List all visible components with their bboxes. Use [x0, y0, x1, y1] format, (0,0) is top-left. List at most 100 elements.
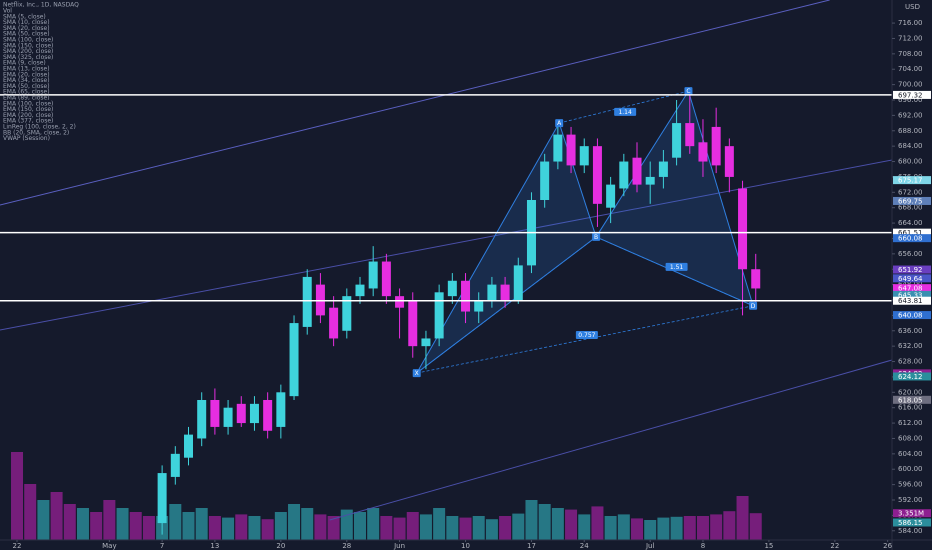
volume-bar — [419, 514, 432, 540]
volume-bar — [195, 508, 208, 540]
legend-entry: EMA (65, close) — [3, 89, 50, 96]
legend-entry: BB (20, SMA, close, 2) — [3, 129, 69, 136]
candle-body — [184, 434, 194, 458]
legend-entry: EMA (50, close) — [3, 83, 50, 90]
candle-body — [355, 284, 365, 297]
price-label-box — [893, 90, 931, 99]
volume-bar — [710, 514, 723, 540]
price-label-box — [893, 176, 931, 185]
legend-entry: EMA (13, close) — [3, 66, 50, 73]
price-label-box — [893, 274, 931, 283]
volume-bar — [393, 517, 406, 540]
x-tick-label: 13 — [210, 542, 219, 550]
volume-label-box — [893, 509, 931, 518]
volume-bar — [499, 516, 512, 540]
y-tick-label: 612.00 — [898, 419, 923, 427]
legend-entry: EMA (200, close) — [3, 112, 53, 119]
volume-bar — [182, 512, 195, 540]
volume-bar — [446, 516, 459, 540]
pattern-point-box — [684, 87, 693, 96]
trend-line — [0, 159, 892, 331]
pattern-point-box — [592, 232, 601, 241]
y-tick-label: 604.00 — [898, 450, 923, 458]
price-label: 645.33 — [898, 291, 923, 299]
trend-line — [329, 359, 892, 521]
price-label-box — [893, 228, 931, 237]
trend-line — [0, 0, 830, 206]
pattern-ratio-label: 1.14 — [618, 109, 632, 116]
x-tick-label: Jun — [393, 542, 405, 550]
x-tick-label: 26 — [883, 542, 892, 550]
y-tick-label: 672.00 — [898, 188, 923, 196]
candle-body — [408, 300, 418, 347]
volume-bar — [340, 509, 353, 540]
x-tick-label: May — [102, 542, 116, 550]
price-label: 618.05 — [898, 396, 923, 404]
candle-body — [223, 407, 233, 427]
candle-body — [513, 265, 523, 300]
y-tick-label: 608.00 — [898, 434, 923, 442]
legend-entry: EMA (20, close) — [3, 71, 50, 78]
pattern-point-label: B — [594, 234, 598, 241]
price-label: 647.08 — [898, 285, 923, 293]
price-label: 669.75 — [898, 197, 923, 205]
candle-body — [170, 453, 180, 477]
y-tick-label: 632.00 — [898, 342, 923, 350]
candle-body — [236, 403, 246, 424]
candle-body — [751, 269, 761, 289]
candle-body — [632, 157, 642, 185]
candle-body — [263, 400, 273, 431]
volume-bar — [63, 504, 76, 540]
y-tick-label: 700.00 — [898, 81, 923, 89]
y-tick-label: 688.00 — [898, 127, 923, 135]
candle-body — [197, 400, 207, 439]
volume-label: 3.351M — [898, 510, 924, 518]
candle-body — [381, 261, 391, 297]
y-tick-label: 596.00 — [898, 481, 923, 489]
volume-bar — [696, 516, 709, 540]
pattern-point-label: A — [557, 120, 562, 127]
price-label: 624.12 — [898, 373, 923, 381]
price-label-box — [893, 395, 931, 404]
y-tick-label: 620.00 — [898, 388, 923, 396]
volume-bar — [472, 516, 485, 540]
volume-bar — [37, 500, 50, 540]
price-label: 651.92 — [898, 266, 923, 274]
price-label-box — [893, 234, 931, 243]
candle-body — [738, 188, 748, 270]
pattern-point-label: C — [686, 88, 690, 95]
y-tick-label: 684.00 — [898, 142, 923, 150]
price-label: 697.32 — [898, 91, 923, 99]
legend-entry: SMA (5, close) — [3, 13, 46, 20]
price-label-box — [893, 265, 931, 274]
x-tick-label: 7 — [160, 542, 164, 550]
candle-body — [685, 123, 695, 147]
volume-bar — [723, 511, 736, 540]
volume-bar — [353, 512, 366, 540]
legend-entry: SMA (20, close) — [3, 25, 50, 32]
volume-bar — [24, 484, 37, 540]
y-tick-label: 668.00 — [898, 204, 923, 212]
x-tick-label: 15 — [764, 542, 773, 550]
pattern-point-box — [555, 119, 564, 128]
volume-bar — [485, 519, 498, 540]
y-tick-label: 628.00 — [898, 358, 923, 366]
candle-body — [474, 300, 484, 312]
candle-body — [421, 338, 431, 347]
pattern-ratio-line — [595, 236, 754, 307]
candle-body — [434, 292, 444, 339]
legend-entry: LinReg (100, close, 2, 2) — [3, 124, 76, 131]
legend-entry: SMA (200, close) — [3, 48, 53, 55]
pattern-point-box — [749, 301, 758, 310]
volume-bar — [90, 512, 103, 540]
candle-body — [461, 280, 471, 312]
volume-bar — [314, 514, 327, 540]
volume-bar — [261, 519, 274, 540]
legend-entry: EMA (150, close) — [3, 106, 53, 113]
candle-body — [553, 134, 563, 162]
candle-body — [698, 142, 708, 162]
y-tick-label: 708.00 — [898, 50, 923, 58]
volume-bar — [248, 516, 261, 540]
candle-body — [210, 400, 220, 427]
